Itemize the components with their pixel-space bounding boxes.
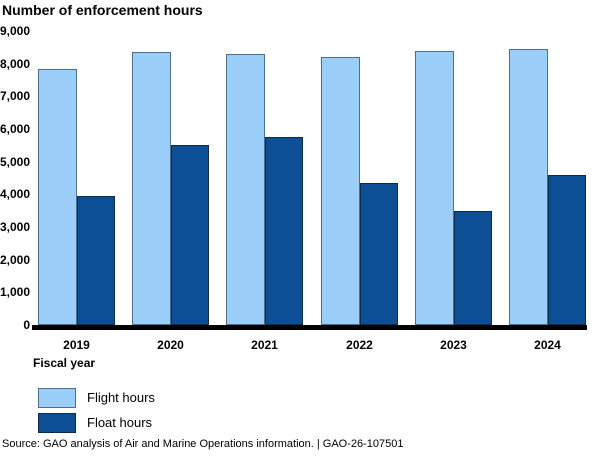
y-tick-label: 2,000 (0, 252, 31, 267)
y-tick-label: 0 (23, 318, 30, 332)
legend-label-float-hours: Float hours (87, 415, 153, 430)
flight-hours-bar-2021 (226, 54, 265, 325)
y-tick-label: 1,000 (0, 285, 31, 300)
y-tick-label: 5,000 (0, 154, 31, 169)
x-axis-title: Fiscal year (33, 356, 96, 370)
flight-hours-bar-2024 (509, 49, 548, 325)
float-hours-bar-2023 (454, 211, 492, 325)
legend: Flight hours Float hours (38, 388, 155, 438)
y-tick-label: 8,000 (0, 56, 31, 71)
x-tick-label-2020: 2020 (157, 338, 184, 352)
flight-hours-bar-2023 (415, 51, 454, 325)
flight-hours-bar-2022 (321, 57, 360, 325)
x-tick-label-2024: 2024 (534, 338, 561, 352)
legend-row-float-hours: Float hours (38, 413, 155, 433)
source-line: Source: GAO analysis of Air and Marine O… (2, 438, 404, 450)
x-tick-label-2021: 2021 (251, 338, 278, 352)
flight-hours-bar-2019 (38, 69, 77, 325)
legend-label-flight-hours: Flight hours (87, 390, 155, 405)
chart-title: Number of enforcement hours (2, 2, 203, 18)
float-hours-bar-2024 (548, 175, 586, 325)
y-tick-label: 4,000 (0, 187, 31, 202)
x-axis-line (32, 325, 587, 330)
float-hours-swatch (38, 413, 76, 433)
float-hours-bar-2021 (265, 137, 303, 325)
float-hours-bar-2020 (171, 145, 209, 325)
x-tick-label-2023: 2023 (440, 338, 467, 352)
flight-hours-swatch (38, 388, 76, 408)
y-tick-label: 3,000 (0, 220, 31, 234)
float-hours-bar-2022 (360, 183, 398, 325)
y-tick-label: 7,000 (0, 89, 31, 104)
legend-row-flight-hours: Flight hours (38, 388, 155, 408)
float-hours-bar-2019 (77, 196, 115, 325)
flight-hours-bar-2020 (132, 52, 171, 325)
x-tick-label-2019: 2019 (63, 338, 90, 352)
y-tick-label: 9,000 (0, 24, 31, 38)
y-tick-label: 6,000 (0, 122, 31, 136)
x-tick-label-2022: 2022 (346, 338, 373, 352)
